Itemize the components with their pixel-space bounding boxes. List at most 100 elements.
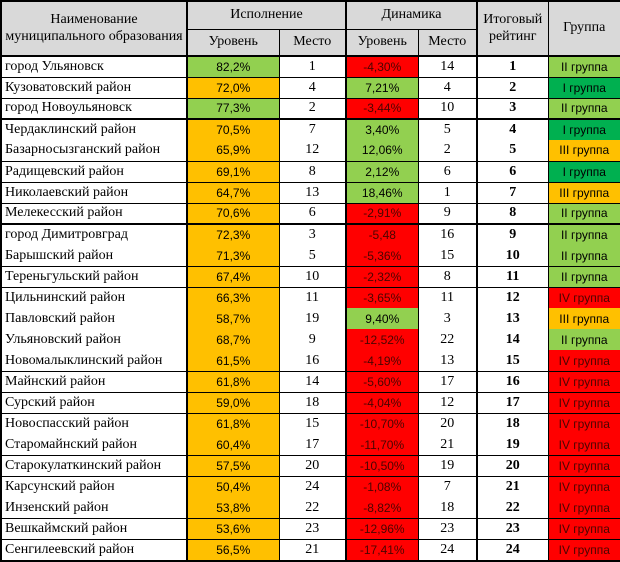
execution-level-value: 67,4% [187, 266, 280, 288]
group-label: IV группа [548, 497, 620, 520]
final-rating-value: 3 [477, 98, 549, 121]
header-group: Группа [547, 0, 620, 57]
municipality-name: Сенгилеевский район [1, 539, 188, 562]
table-row: Цильнинский район 66,3% 11 -3,65% 11 12 IV гру… [1, 287, 620, 309]
execution-level-value: 77,3% [187, 98, 280, 121]
municipality-name: Новомалыклинский район [1, 350, 188, 372]
dynamics-place-value: 15 [418, 245, 478, 267]
final-rating-value: 12 [477, 287, 549, 309]
execution-level-value: 59,0% [187, 392, 280, 415]
dynamics-place-value: 24 [418, 539, 478, 562]
dynamics-place-value: 6 [418, 161, 478, 183]
final-rating-value: 2 [477, 77, 549, 99]
final-rating-value: 5 [477, 140, 549, 162]
group-label: II группа [548, 203, 620, 226]
dynamics-place-value: 10 [418, 98, 478, 121]
execution-level-value: 53,8% [187, 497, 280, 520]
table-row: Старокулаткинский район 57,5% 20 -10,50% 19 2… [1, 455, 620, 478]
final-rating-value: 22 [477, 497, 549, 520]
table-row: Николаевский район 64,7% 13 18,46% 1 7 III гру… [1, 182, 620, 204]
table-row: Кузоватовский район 72,0% 4 7,21% 4 2 I группа [1, 77, 620, 99]
table-row: Павловский район 58,7% 19 9,40% 3 13 III групп… [1, 308, 620, 330]
dynamics-level-value: -3,65% [346, 287, 419, 309]
municipality-name: Старомайнский район [1, 434, 188, 457]
header-municipality-name: Наименование муниципального образования [0, 0, 188, 57]
dynamics-level-value: -4,04% [346, 392, 419, 415]
dynamics-place-value: 3 [418, 308, 478, 330]
final-rating-value: 16 [477, 371, 549, 394]
municipality-name: город Новоульяновск [1, 98, 188, 121]
execution-place-value: 14 [279, 371, 347, 394]
execution-level-value: 61,8% [187, 413, 280, 435]
dynamics-place-value: 2 [418, 140, 478, 162]
group-label: IV группа [548, 350, 620, 372]
dynamics-place-value: 5 [418, 119, 478, 141]
execution-place-value: 5 [279, 245, 347, 267]
execution-place-value: 24 [279, 476, 347, 498]
table-row: Сурский район 59,0% 18 -4,04% 12 17 IV группа [1, 392, 620, 415]
group-label: I группа [548, 119, 620, 141]
dynamics-place-value: 18 [418, 497, 478, 520]
group-label: IV группа [548, 518, 620, 541]
execution-level-value: 66,3% [187, 287, 280, 309]
municipality-name: город Ульяновск [1, 56, 188, 78]
group-label: IV группа [548, 434, 620, 457]
execution-place-value: 8 [279, 161, 347, 183]
header-execution-place: Место [278, 28, 347, 57]
dynamics-level-value: -2,91% [346, 203, 419, 226]
dynamics-level-value: -10,70% [346, 413, 419, 435]
municipality-name: Кузоватовский район [1, 77, 188, 99]
execution-level-value: 53,6% [187, 518, 280, 541]
table-row: Тереньгульский район 67,4% 10 -2,32% 8 11 II г… [1, 266, 620, 288]
final-rating-value: 11 [477, 266, 549, 288]
table-body: город Ульяновск 82,2% 1 -4,30% 14 1 II группа К… [1, 56, 620, 562]
final-rating-value: 4 [477, 119, 549, 141]
dynamics-level-value: -3,44% [346, 98, 419, 121]
execution-level-value: 61,8% [187, 371, 280, 394]
municipality-name: Майнский район [1, 371, 188, 394]
municipality-name: Павловский район [1, 308, 188, 330]
group-label: II группа [548, 266, 620, 288]
final-rating-value: 21 [477, 476, 549, 498]
final-rating-value: 7 [477, 182, 549, 204]
table-row: Карсунский район 50,4% 24 -1,08% 7 21 IV групп… [1, 476, 620, 498]
header-dynamics-place: Место [417, 28, 478, 57]
execution-place-value: 3 [279, 224, 347, 246]
final-rating-value: 23 [477, 518, 549, 541]
table-row: город Ульяновск 82,2% 1 -4,30% 14 1 II группа [1, 56, 620, 78]
dynamics-place-value: 22 [418, 329, 478, 351]
execution-level-value: 72,0% [187, 77, 280, 99]
execution-place-value: 19 [279, 308, 347, 330]
dynamics-level-value: -8,82% [346, 497, 419, 520]
final-rating-value: 9 [477, 224, 549, 246]
table-row: город Новоульяновск 77,3% 2 -3,44% 10 3 II гру… [1, 98, 620, 121]
final-rating-value: 18 [477, 413, 549, 435]
group-label: IV группа [548, 371, 620, 394]
municipality-name: Новоспасский район [1, 413, 188, 435]
municipality-name: Старокулаткинский район [1, 455, 188, 478]
execution-place-value: 23 [279, 518, 347, 541]
header-execution: Исполнение [186, 0, 347, 30]
municipality-name: Сурский район [1, 392, 188, 415]
dynamics-level-value: -10,50% [346, 455, 419, 478]
municipality-name: Мелекесский район [1, 203, 188, 226]
group-label: II группа [548, 329, 620, 351]
table-row: Базарносызганский район 65,9% 12 12,06% 2 5 II… [1, 140, 620, 162]
execution-place-value: 22 [279, 497, 347, 520]
group-label: II группа [548, 56, 620, 78]
table-row: Майнский район 61,8% 14 -5,60% 17 16 IV группа [1, 371, 620, 394]
group-label: III группа [548, 308, 620, 330]
table-row: Ульяновский район 68,7% 9 -12,52% 22 14 II гру… [1, 329, 620, 351]
municipality-name: Карсунский район [1, 476, 188, 498]
dynamics-place-value: 21 [418, 434, 478, 457]
group-label: III группа [548, 140, 620, 162]
execution-level-value: 56,5% [187, 539, 280, 562]
table-row: Мелекесский район 70,6% 6 -2,91% 9 8 II группа [1, 203, 620, 226]
execution-place-value: 12 [279, 140, 347, 162]
dynamics-place-value: 20 [418, 413, 478, 435]
header-execution-level: Уровень [186, 28, 280, 57]
execution-level-value: 61,5% [187, 350, 280, 372]
dynamics-level-value: 18,46% [346, 182, 419, 204]
final-rating-value: 14 [477, 329, 549, 351]
dynamics-place-value: 17 [418, 371, 478, 394]
